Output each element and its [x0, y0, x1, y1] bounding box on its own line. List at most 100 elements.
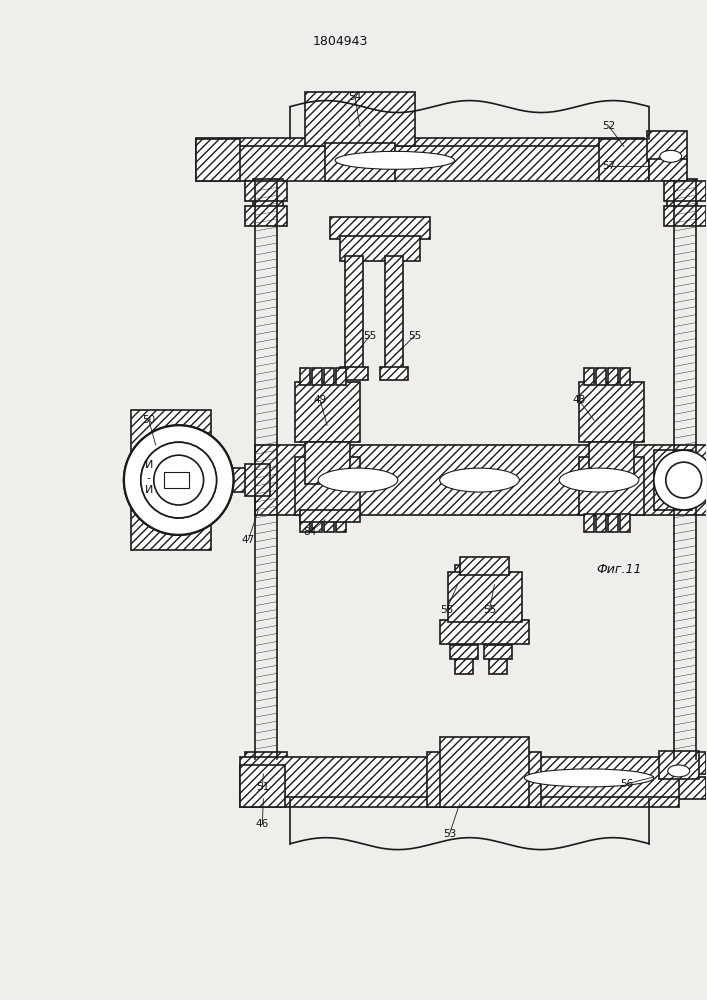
Bar — [240, 757, 440, 799]
Bar — [324, 368, 334, 385]
Bar — [448, 572, 522, 622]
Text: 49: 49 — [313, 395, 327, 405]
Text: 55: 55 — [440, 605, 453, 615]
Bar — [336, 368, 346, 385]
Bar — [647, 131, 686, 161]
Bar — [620, 514, 630, 532]
Text: 55: 55 — [483, 605, 496, 615]
Ellipse shape — [525, 769, 654, 787]
Bar — [245, 181, 287, 201]
Bar — [211, 468, 258, 492]
Bar — [240, 797, 440, 807]
Bar — [450, 645, 477, 659]
Bar — [649, 159, 686, 181]
Bar — [380, 367, 408, 380]
Ellipse shape — [559, 468, 639, 492]
Bar — [245, 752, 287, 774]
Bar — [596, 368, 606, 385]
Bar — [664, 752, 706, 774]
Bar — [667, 199, 696, 221]
Bar — [589, 442, 634, 484]
Bar — [312, 514, 322, 532]
Bar — [460, 557, 509, 575]
Bar — [659, 751, 699, 779]
Text: 54: 54 — [349, 92, 361, 102]
Circle shape — [666, 462, 701, 498]
Bar — [196, 139, 644, 181]
Bar — [340, 236, 420, 261]
Bar — [300, 514, 310, 532]
Ellipse shape — [124, 425, 233, 535]
Bar — [164, 472, 189, 488]
Text: 52: 52 — [602, 121, 616, 131]
Bar — [654, 450, 691, 510]
Text: 84: 84 — [303, 527, 317, 537]
Bar — [664, 777, 706, 799]
Bar — [596, 514, 606, 532]
Bar — [667, 179, 696, 201]
Ellipse shape — [667, 765, 689, 777]
Bar — [608, 514, 618, 532]
Bar — [455, 565, 472, 674]
Circle shape — [654, 450, 707, 510]
Bar — [440, 737, 530, 807]
Bar — [440, 757, 679, 799]
Text: 55: 55 — [363, 331, 377, 341]
Ellipse shape — [440, 468, 520, 492]
Circle shape — [141, 442, 216, 518]
Bar — [584, 368, 594, 385]
Circle shape — [154, 455, 204, 505]
Bar — [131, 410, 211, 550]
Text: Фиг.11: Фиг.11 — [596, 563, 642, 576]
Bar — [255, 445, 707, 515]
Bar — [584, 514, 594, 532]
Bar — [579, 382, 644, 442]
Bar — [245, 777, 287, 799]
Bar — [296, 457, 360, 515]
Text: И: И — [145, 460, 153, 470]
Bar — [196, 139, 240, 181]
Bar — [345, 256, 363, 371]
Bar — [484, 645, 513, 659]
Ellipse shape — [660, 150, 682, 162]
Bar — [664, 181, 706, 201]
Bar — [240, 765, 285, 807]
Text: 1804943: 1804943 — [312, 35, 368, 48]
Bar — [579, 457, 644, 515]
Ellipse shape — [141, 442, 216, 518]
Bar — [427, 752, 542, 807]
Bar — [253, 199, 284, 221]
Bar — [608, 368, 618, 385]
Bar — [245, 206, 287, 226]
Text: 48: 48 — [573, 395, 585, 405]
Bar — [305, 92, 415, 146]
Bar — [245, 464, 270, 496]
Bar — [599, 139, 649, 181]
Text: -: - — [147, 473, 151, 483]
Bar — [305, 442, 350, 484]
Bar — [196, 138, 644, 146]
Bar — [324, 514, 334, 532]
Bar — [296, 382, 360, 442]
Bar — [440, 797, 679, 807]
Bar — [300, 368, 310, 385]
Bar — [312, 368, 322, 385]
Text: И: И — [145, 485, 153, 495]
Bar — [489, 565, 508, 674]
Ellipse shape — [335, 151, 455, 169]
Text: 56: 56 — [620, 779, 633, 789]
Text: 46: 46 — [256, 819, 269, 829]
Circle shape — [124, 425, 233, 535]
Text: 55: 55 — [408, 331, 421, 341]
Bar — [620, 368, 630, 385]
Bar — [664, 206, 706, 226]
Bar — [340, 367, 368, 380]
Text: 53: 53 — [443, 829, 456, 839]
Bar — [330, 217, 430, 239]
Text: 47: 47 — [242, 535, 255, 545]
Text: 57: 57 — [602, 161, 616, 171]
Text: 51: 51 — [256, 782, 269, 792]
Text: 50: 50 — [142, 415, 156, 425]
Ellipse shape — [318, 468, 398, 492]
Bar — [385, 256, 403, 371]
